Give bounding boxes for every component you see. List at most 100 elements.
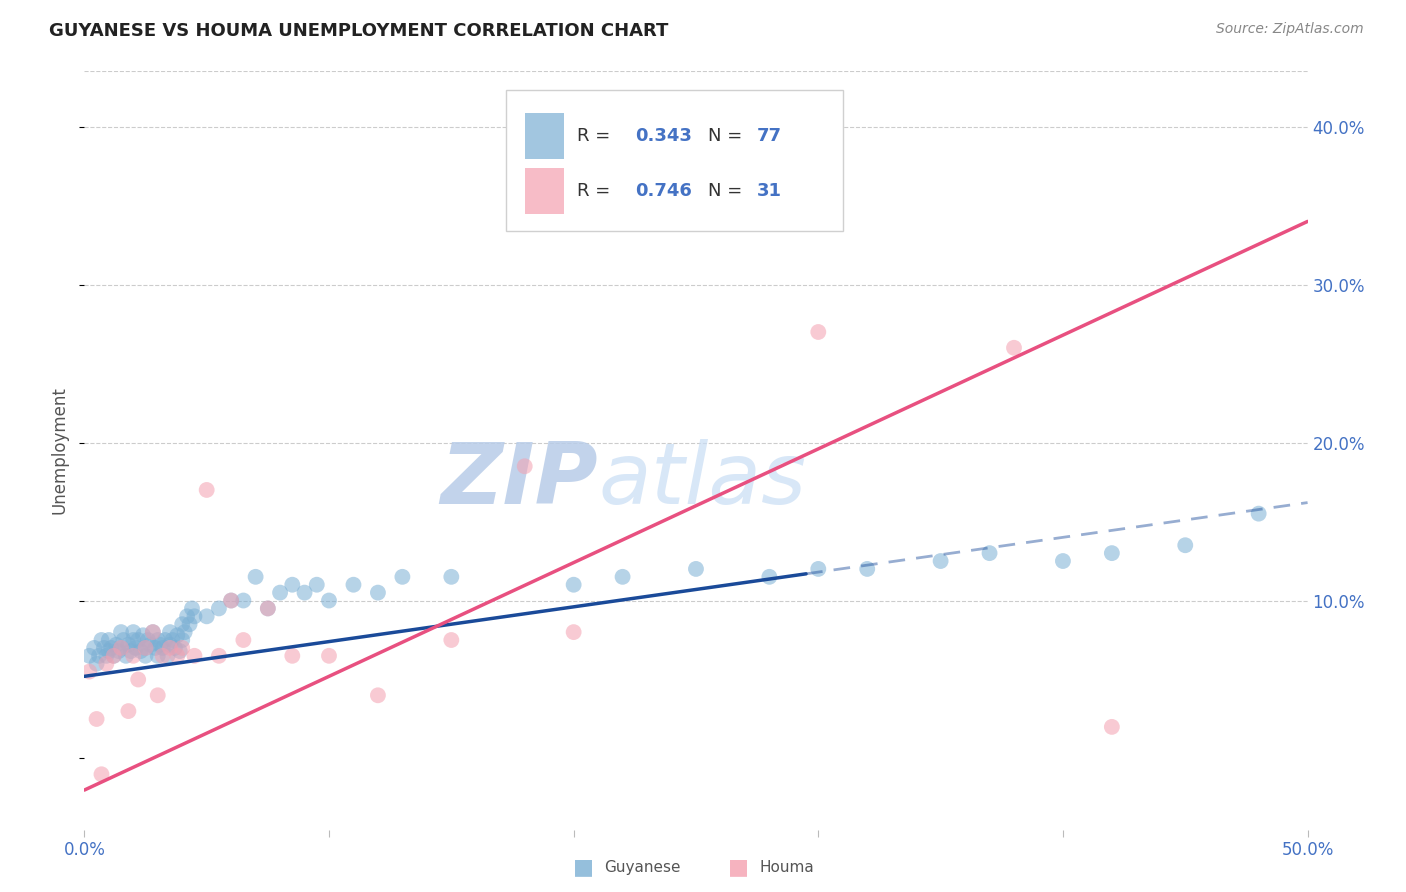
Point <box>146 648 169 663</box>
Point <box>562 578 585 592</box>
Point <box>135 648 157 663</box>
Point <box>172 617 194 632</box>
Point <box>127 633 149 648</box>
Point <box>100 640 122 655</box>
Point <box>367 688 389 702</box>
Point <box>159 638 181 652</box>
Point <box>281 578 304 592</box>
Point <box>219 593 242 607</box>
Point <box>305 578 328 592</box>
Point <box>232 633 254 648</box>
Point <box>685 562 707 576</box>
Point <box>153 633 176 648</box>
Point <box>612 199 634 213</box>
Point <box>440 633 463 648</box>
Point <box>120 644 142 658</box>
Point <box>122 633 145 648</box>
Point <box>181 601 204 615</box>
Text: 31: 31 <box>758 182 782 200</box>
Point <box>83 640 105 655</box>
Point <box>115 648 138 663</box>
Point <box>117 638 139 652</box>
Point <box>135 640 157 655</box>
Point <box>245 570 267 584</box>
Point <box>1247 507 1270 521</box>
Point <box>152 640 174 655</box>
Point <box>166 628 188 642</box>
Point <box>1101 546 1123 560</box>
Text: R =: R = <box>578 182 616 200</box>
Point <box>93 640 115 655</box>
Point <box>257 601 280 615</box>
Point <box>146 688 169 702</box>
Text: N =: N = <box>709 127 748 145</box>
Point <box>1174 538 1197 552</box>
Text: Guyanese: Guyanese <box>605 860 681 874</box>
Point <box>110 640 132 655</box>
Point <box>281 648 304 663</box>
Point <box>208 601 231 615</box>
Point <box>90 767 112 781</box>
Point <box>172 640 194 655</box>
Point <box>103 648 125 663</box>
Point <box>195 483 218 497</box>
Point <box>1101 720 1123 734</box>
Text: ■: ■ <box>728 857 748 877</box>
Point <box>122 625 145 640</box>
Point <box>979 546 1001 560</box>
Point <box>163 640 186 655</box>
Point <box>195 609 218 624</box>
Point <box>156 648 179 663</box>
Point <box>176 609 198 624</box>
Point <box>318 593 340 607</box>
FancyBboxPatch shape <box>524 113 564 159</box>
Point <box>269 585 291 599</box>
Point <box>142 625 165 640</box>
Point <box>97 644 120 658</box>
Point <box>162 633 184 648</box>
Point <box>294 585 316 599</box>
Point <box>318 648 340 663</box>
Point <box>219 593 242 607</box>
Point <box>440 570 463 584</box>
Point <box>135 640 157 655</box>
Point <box>97 633 120 648</box>
Text: N =: N = <box>709 182 748 200</box>
Point <box>90 633 112 648</box>
Text: Houma: Houma <box>759 860 814 874</box>
Text: atlas: atlas <box>598 439 806 523</box>
Text: R =: R = <box>578 127 616 145</box>
Point <box>1052 554 1074 568</box>
Point <box>129 644 152 658</box>
Point <box>612 570 634 584</box>
Point <box>105 638 128 652</box>
Y-axis label: Unemployment: Unemployment <box>51 386 69 515</box>
Point <box>136 633 159 648</box>
Point <box>183 609 205 624</box>
Point <box>758 570 780 584</box>
Point <box>139 638 162 652</box>
Point <box>107 644 129 658</box>
Point <box>169 644 191 658</box>
Point <box>342 578 364 592</box>
Point <box>96 648 118 663</box>
Point <box>77 648 100 663</box>
Point <box>122 648 145 663</box>
Point <box>87 648 110 663</box>
Text: 0.343: 0.343 <box>636 127 692 145</box>
Point <box>127 673 149 687</box>
Point <box>183 648 205 663</box>
Point <box>1002 341 1025 355</box>
Point <box>152 648 174 663</box>
Point <box>391 570 413 584</box>
Point <box>103 648 125 663</box>
Point <box>96 657 118 671</box>
Point <box>562 625 585 640</box>
Point <box>143 640 166 655</box>
Point <box>149 638 172 652</box>
Text: 77: 77 <box>758 127 782 145</box>
Point <box>146 633 169 648</box>
Point <box>172 633 194 648</box>
Point <box>173 625 195 640</box>
Point <box>513 459 536 474</box>
